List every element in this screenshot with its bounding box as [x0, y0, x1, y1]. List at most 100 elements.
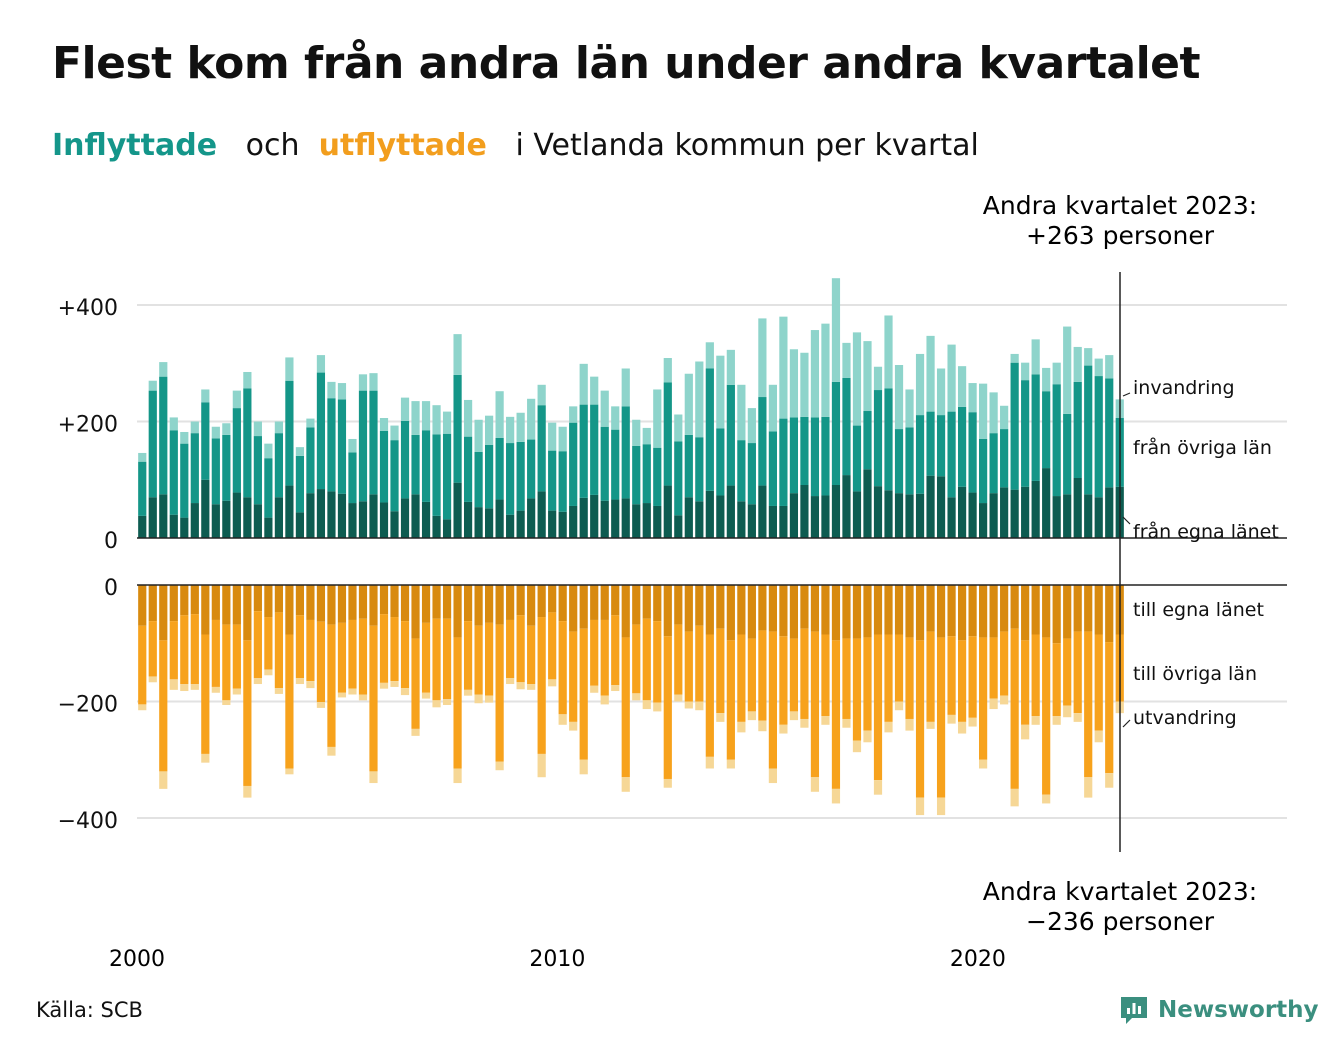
- bar-in-0: [1094, 497, 1103, 538]
- bar-in-2: [506, 416, 515, 444]
- bar-in-0: [180, 517, 189, 538]
- bar-out-2: [537, 753, 546, 778]
- bar-out-1: [695, 625, 704, 702]
- bar-in-0: [789, 493, 799, 538]
- bar-in-0: [379, 502, 389, 538]
- bar-out-0: [726, 585, 735, 641]
- bar-in-0: [653, 505, 662, 538]
- bar-out-0: [180, 585, 189, 616]
- bar-in-1: [474, 451, 483, 508]
- bar-out-1: [1094, 634, 1103, 731]
- bar-in-1: [894, 429, 904, 494]
- bar-out-1: [463, 621, 473, 690]
- bar-in-0: [873, 486, 883, 538]
- bar-out-0: [600, 585, 609, 620]
- bar-out-0: [968, 585, 977, 637]
- bar-out-2: [810, 777, 820, 792]
- bar-out-2: [379, 682, 389, 689]
- bar-out-2: [316, 702, 326, 708]
- bar-out-1: [684, 631, 693, 702]
- bar-in-1: [1000, 429, 1009, 488]
- bar-out-2: [852, 740, 862, 753]
- bar-in-2: [716, 355, 725, 429]
- bar-in-0: [810, 496, 820, 538]
- bar-out-2: [432, 700, 441, 708]
- bar-in-1: [421, 430, 431, 502]
- bar-out-2: [1000, 695, 1009, 705]
- bar-out-0: [611, 585, 620, 616]
- bar-out-1: [894, 634, 904, 702]
- bar-in-1: [1021, 380, 1030, 487]
- bar-in-2: [390, 425, 399, 441]
- bar-out-0: [537, 585, 546, 618]
- bar-in-2: [1063, 326, 1072, 414]
- bar-in-0: [537, 491, 546, 538]
- bar-in-2: [537, 384, 546, 406]
- bar-in-2: [800, 352, 809, 417]
- bar-out-2: [1010, 788, 1019, 807]
- bar-out-2: [264, 669, 273, 676]
- bar-out-2: [495, 761, 504, 771]
- bar-in-2: [180, 431, 189, 444]
- bar-out-0: [758, 585, 767, 631]
- bar-out-2: [358, 694, 368, 701]
- bar-in-0: [884, 490, 893, 538]
- bar-out-0: [905, 585, 914, 638]
- bar-in-1: [653, 447, 662, 506]
- bar-out-2: [905, 718, 914, 731]
- bar-in-0: [1021, 486, 1030, 538]
- bar-in-2: [253, 421, 262, 437]
- bar-out-2: [548, 679, 557, 687]
- series-label-fran-egna-lanet: från egna länet: [1133, 520, 1279, 543]
- bar-out-1: [432, 618, 441, 701]
- bar-in-1: [548, 450, 557, 511]
- bar-out-2: [884, 721, 893, 733]
- bar-out-0: [169, 585, 178, 622]
- bar-out-0: [800, 585, 809, 629]
- bar-out-0: [915, 585, 925, 641]
- bar-in-2: [295, 447, 305, 456]
- bar-in-1: [747, 443, 756, 505]
- chart-subtitle: Inflyttade och utflyttade i Vetlanda kom…: [52, 128, 979, 163]
- bar-in-2: [1073, 346, 1082, 382]
- bar-out-0: [411, 585, 420, 639]
- bar-in-1: [1042, 391, 1051, 469]
- bar-in-2: [695, 361, 704, 438]
- bar-out-2: [138, 704, 147, 711]
- bar-in-0: [716, 495, 725, 538]
- bar-out-2: [274, 688, 283, 694]
- bar-in-2: [821, 323, 830, 417]
- bar-in-2: [590, 376, 599, 405]
- bar-in-0: [1073, 478, 1082, 538]
- annotation-top-line2: +263 personer: [1026, 221, 1215, 250]
- bar-in-1: [148, 390, 157, 498]
- bar-out-1: [1073, 631, 1082, 714]
- bar-in-2: [1052, 362, 1061, 385]
- bar-out-1: [180, 615, 189, 685]
- bar-in-2: [169, 417, 178, 431]
- bar-out-0: [1063, 585, 1072, 639]
- bar-in-0: [453, 482, 462, 538]
- bar-out-1: [1000, 631, 1009, 696]
- y-tick-label: −400: [58, 809, 118, 834]
- bar-in-1: [253, 436, 262, 505]
- bar-out-0: [1042, 585, 1051, 638]
- bar-out-1: [1010, 628, 1019, 789]
- bar-out-0: [548, 585, 557, 613]
- bar-in-0: [295, 512, 305, 538]
- subtitle-utflyttade: utflyttade: [318, 128, 487, 163]
- bar-out-1: [327, 624, 336, 747]
- bar-out-1: [295, 615, 305, 679]
- bar-out-2: [253, 678, 262, 685]
- bar-out-0: [232, 585, 241, 625]
- annotation-top-line1: Andra kvartalet 2023:: [983, 191, 1257, 220]
- bar-out-0: [1094, 585, 1103, 635]
- bar-in-0: [600, 500, 609, 538]
- bar-in-0: [569, 505, 578, 538]
- bar-in-0: [926, 475, 935, 538]
- bar-out-0: [821, 585, 830, 635]
- bar-in-2: [1000, 405, 1009, 430]
- bar-out-1: [968, 636, 977, 718]
- bar-in-0: [863, 469, 872, 538]
- subtitle-och: och: [245, 128, 300, 163]
